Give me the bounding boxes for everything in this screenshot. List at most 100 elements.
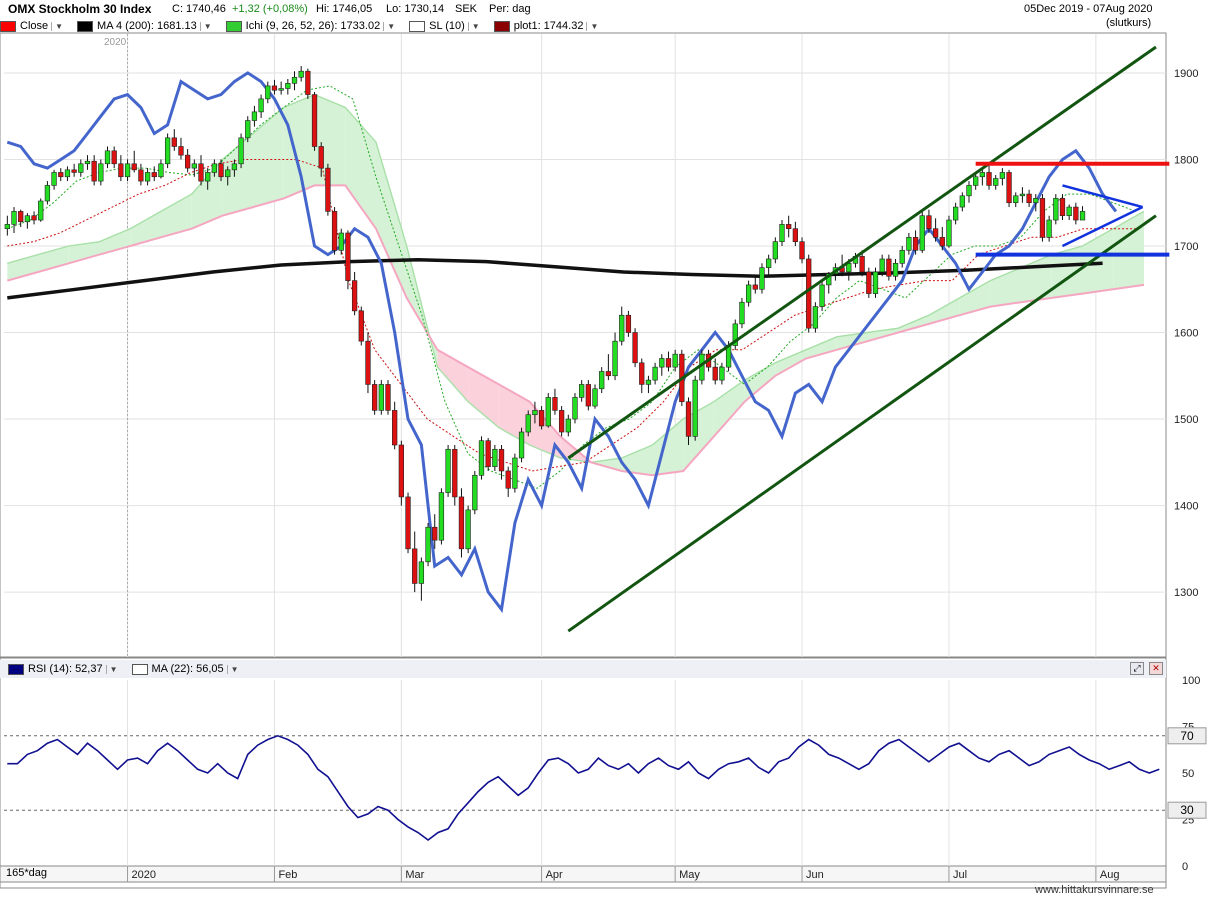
y-tick-label: 1700 [1174,241,1198,253]
cloud-segment [713,380,745,437]
candle-body [311,94,318,147]
candle-body [892,262,899,277]
expand-panel-icon[interactable]: ⤢ [1130,662,1144,675]
candle-body [465,509,471,550]
candle-body [866,271,872,294]
candle-body [251,111,258,121]
legend-label: plot1: 1744.32 [513,20,584,32]
candle-body [672,353,678,368]
candle-body [806,258,812,329]
candle-body [258,98,264,113]
candle-body [1039,198,1046,238]
x-axis-band [0,865,1167,883]
dropdown-icon[interactable]: ▼ [199,21,212,31]
candle-body [819,284,825,307]
legend-item-rsi[interactable]: RSI (14): 52,37 ▼ [8,663,118,675]
legend-item-ma[interactable]: MA 4 (200): 1681.13 ▼ [77,20,212,32]
candle-body [372,384,378,411]
candle-body [872,271,879,294]
candle-body [1079,211,1086,221]
candle-body [993,178,999,186]
rsi-legend: RSI (14): 52,37 ▼ MA (22): 56,05 ▼ [8,661,253,677]
candle-body [485,440,491,467]
candle-body [579,384,585,398]
dropdown-icon[interactable]: ▼ [586,21,598,31]
legend-item-plot1[interactable]: plot1: 1744.32 ▼ [493,20,598,32]
dropdown-icon[interactable]: ▼ [226,664,239,674]
candle-body [1026,193,1032,204]
x-tick-label: 2020 [132,869,156,881]
legend-item-sl[interactable]: SL (10) ▼ [409,20,480,32]
period-label: 165*dag [6,867,47,879]
trendline-channel-upper [567,45,1157,460]
candle-body [1013,195,1019,204]
dropdown-icon[interactable]: ▼ [467,21,480,31]
candle-body [1053,198,1059,221]
candle-body [178,146,184,156]
candle-body [639,362,645,385]
candle-body [518,431,525,459]
candle-body [111,150,117,165]
candle-body [4,224,10,229]
cloud-segment [959,280,991,316]
rsi-level-badge [1167,727,1207,745]
y-tick-label: 1400 [1174,501,1198,513]
candle-body [926,215,932,229]
candle-body [351,280,358,312]
candle-body [291,76,298,84]
candle-body [405,496,411,550]
trendline-triangle-upper [1062,184,1143,209]
legend-item-close[interactable]: Close ▼ [0,20,63,32]
candle-body [452,449,458,498]
candle-body [64,169,71,178]
y-tick-label: 1300 [1174,587,1198,599]
candle-body [545,397,551,427]
x-tick-label: May [679,869,700,881]
candle-body [418,561,425,584]
rsi-legend-bar [0,660,1166,678]
candle-body [659,358,665,368]
x-tick-label: Feb [278,869,297,881]
rsi-level-badge [1167,801,1207,819]
candle-body [792,228,798,242]
legend-item-ichi[interactable]: Ichi (9, 26, 52, 26): 1733.02 ▼ [225,20,395,32]
rsi-y-tick-label: 50 [1182,768,1194,780]
dropdown-icon[interactable]: ▼ [105,664,118,674]
candle-body [98,163,104,182]
candle-body [492,449,498,467]
legend-swatch [8,663,24,675]
x-tick-label: Jun [806,869,824,881]
candle-body [1059,198,1066,217]
candle-body [939,237,945,247]
tenkan-line [7,85,1137,489]
candle-body [766,258,772,268]
legend-label: MA 4 (200): 1681.13 [97,20,197,32]
candle-body [412,548,418,584]
candle-body [245,120,251,139]
close-panel-icon[interactable]: ✕ [1149,662,1163,675]
dropdown-icon[interactable]: ▼ [51,21,63,31]
dropdown-icon[interactable]: ▼ [383,21,395,31]
candle-body [592,388,598,407]
candle-body [719,366,725,381]
candle-body [932,228,939,238]
candle-body [225,169,231,178]
y-tick-label: 1800 [1174,154,1198,166]
low-info: Lo: 1730,14 [386,3,445,15]
candle-body [532,410,538,416]
date-range: 05Dec 2019 - 07Aug 2020 [1024,3,1153,15]
candle-body [238,137,244,165]
candle-body [752,284,758,290]
candle-body [285,83,291,89]
instrument-title: OMX Stockholm 30 Index [8,2,152,16]
candle-body [1006,172,1012,204]
candle-body [11,211,17,225]
cloud-segment [253,107,284,208]
candle-body [799,241,805,260]
y-tick-label: 1500 [1174,414,1198,426]
candle-body [425,526,431,563]
candle-body [565,418,571,433]
candle-body [619,314,625,342]
legend-item-rsi-ma[interactable]: MA (22): 56,05 ▼ [131,663,239,675]
cloud-segment [529,401,561,458]
